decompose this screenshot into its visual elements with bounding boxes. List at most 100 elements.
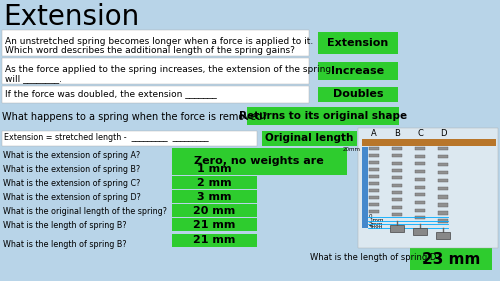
Bar xyxy=(390,225,404,232)
Text: Increase: Increase xyxy=(332,66,384,76)
Text: What is the extension of spring B?: What is the extension of spring B? xyxy=(3,164,140,173)
Bar xyxy=(369,147,379,150)
Text: will ________.: will ________. xyxy=(5,74,62,83)
Bar xyxy=(362,147,368,228)
Text: An unstretched spring becomes longer when a force is applied to it.: An unstretched spring becomes longer whe… xyxy=(5,37,313,46)
Bar xyxy=(362,139,496,146)
Text: D: D xyxy=(440,128,446,137)
Bar xyxy=(392,184,402,187)
Text: Which word describes the additional length of the spring gains?: Which word describes the additional leng… xyxy=(5,46,295,55)
Text: What is the extension of spring D?: What is the extension of spring D? xyxy=(3,192,141,201)
Bar xyxy=(438,179,448,182)
Bar xyxy=(392,176,402,179)
Bar xyxy=(172,148,347,175)
Bar xyxy=(438,147,448,150)
Bar xyxy=(392,169,402,172)
Bar xyxy=(415,209,425,212)
Text: A: A xyxy=(371,128,377,137)
Text: If the force was doubled, the extension _______: If the force was doubled, the extension … xyxy=(5,90,217,99)
Bar xyxy=(2,58,309,84)
Text: 1 mm: 1 mm xyxy=(196,164,232,174)
Text: Returns to its original shape: Returns to its original shape xyxy=(239,111,407,121)
Bar xyxy=(369,189,379,192)
Bar xyxy=(413,228,427,235)
Text: What is the length of spring B?: What is the length of spring B? xyxy=(3,240,126,249)
Text: As the force applied to the spring increases, the extension of the spring: As the force applied to the spring incre… xyxy=(5,65,331,74)
Text: 2 mm: 2 mm xyxy=(196,178,232,188)
Bar xyxy=(415,193,425,196)
Text: What is the original length of the spring?: What is the original length of the sprin… xyxy=(3,207,167,216)
Bar xyxy=(172,234,257,247)
Text: 0: 0 xyxy=(369,214,372,219)
Bar xyxy=(415,216,425,219)
Bar xyxy=(172,204,257,217)
Text: Extension: Extension xyxy=(328,38,388,48)
Bar xyxy=(172,218,257,231)
Text: What is the extension of spring A?: What is the extension of spring A? xyxy=(3,151,140,160)
Text: C: C xyxy=(417,128,423,137)
Bar xyxy=(438,187,448,191)
Text: 2mm: 2mm xyxy=(369,221,384,226)
Bar xyxy=(247,107,399,125)
Text: What is the length of spring D?: What is the length of spring D? xyxy=(310,253,441,262)
Bar xyxy=(438,155,448,158)
Text: Zero, no weights are: Zero, no weights are xyxy=(194,157,324,167)
Bar xyxy=(415,170,425,173)
Bar xyxy=(392,206,402,209)
Bar xyxy=(438,219,448,223)
Bar xyxy=(410,248,492,270)
Bar xyxy=(392,162,402,165)
Bar xyxy=(392,213,402,216)
Bar xyxy=(438,203,448,207)
Text: B: B xyxy=(394,128,400,137)
Bar xyxy=(318,32,398,54)
Bar xyxy=(415,185,425,189)
Bar xyxy=(369,196,379,199)
Text: What is the extension of spring C?: What is the extension of spring C? xyxy=(3,178,140,187)
Text: 21 mm: 21 mm xyxy=(193,235,235,245)
Text: 21 mm: 21 mm xyxy=(193,220,235,230)
Text: Doubles: Doubles xyxy=(333,89,384,99)
Bar xyxy=(262,131,357,146)
Bar xyxy=(392,147,402,150)
Text: 1mm: 1mm xyxy=(369,218,384,223)
Bar xyxy=(415,201,425,204)
Bar xyxy=(438,163,448,166)
Bar xyxy=(2,86,309,103)
Text: Original length: Original length xyxy=(265,133,353,143)
Text: 20 mm: 20 mm xyxy=(193,206,235,216)
Text: Extension = stretched length -  _________  _________: Extension = stretched length - _________… xyxy=(4,133,208,142)
Bar xyxy=(358,128,498,248)
Bar xyxy=(2,30,309,56)
Bar xyxy=(415,178,425,181)
Bar xyxy=(2,148,170,161)
Text: What happens to a spring when the force is removed?: What happens to a spring when the force … xyxy=(2,112,267,122)
Bar xyxy=(172,162,257,175)
Bar xyxy=(318,87,398,102)
Text: 20mm: 20mm xyxy=(343,147,361,152)
Bar xyxy=(369,161,379,164)
Bar xyxy=(436,232,450,239)
Bar xyxy=(415,155,425,158)
Bar xyxy=(369,175,379,178)
Bar xyxy=(438,195,448,198)
Bar xyxy=(369,203,379,206)
Text: 3mm: 3mm xyxy=(369,225,384,230)
Bar xyxy=(392,154,402,157)
Bar xyxy=(415,162,425,166)
Bar xyxy=(392,198,402,201)
Bar xyxy=(2,131,257,146)
Bar xyxy=(369,210,379,213)
Text: What is the length of spring B?: What is the length of spring B? xyxy=(3,221,126,230)
Text: Extension: Extension xyxy=(3,3,139,31)
Bar xyxy=(415,147,425,150)
Bar xyxy=(369,154,379,157)
Bar xyxy=(172,190,257,203)
Text: 3 mm: 3 mm xyxy=(197,192,231,202)
Text: 23 mm: 23 mm xyxy=(422,251,480,266)
Bar xyxy=(172,176,257,189)
Bar xyxy=(318,62,398,80)
Bar xyxy=(438,171,448,175)
Bar xyxy=(2,162,170,175)
Bar xyxy=(392,191,402,194)
